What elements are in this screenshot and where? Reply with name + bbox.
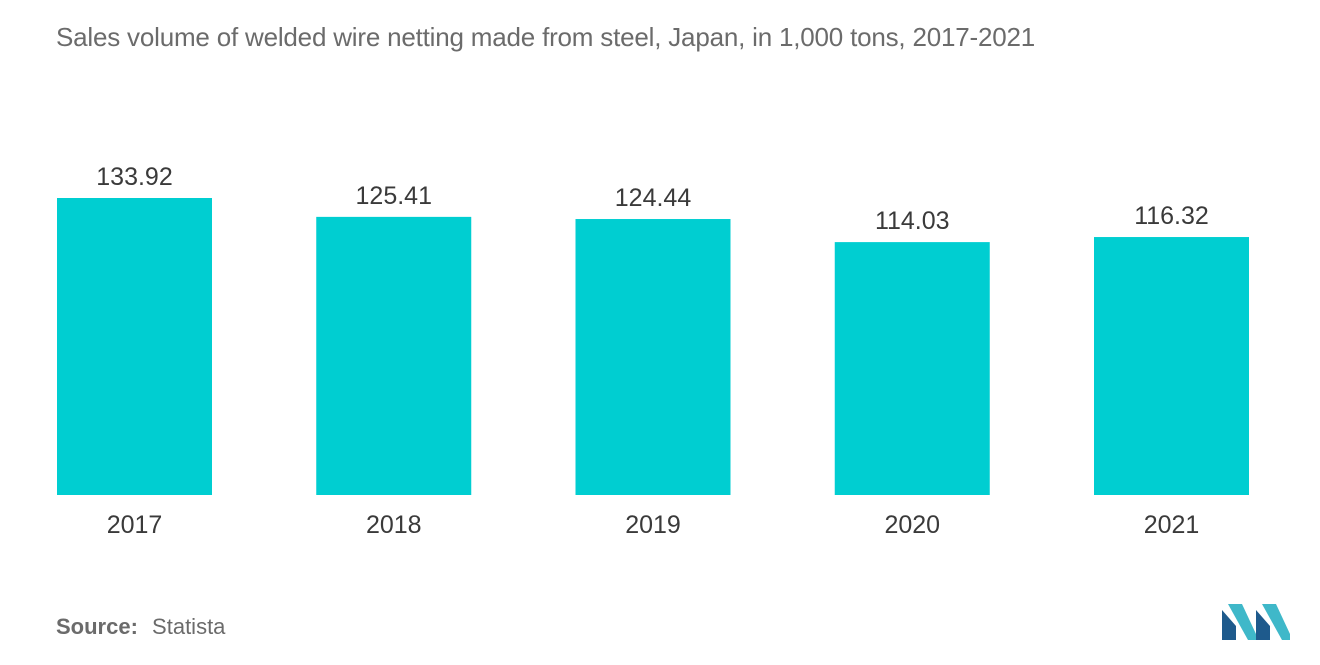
value-label-2019: 124.44 bbox=[615, 184, 692, 212]
chart-title: Sales volume of welded wire netting made… bbox=[56, 22, 1036, 52]
bar-chart: 133.92 2017 125.41 2018 124.44 2019 114.03 2020… bbox=[57, 163, 1249, 539]
value-label-2020: 114.03 bbox=[875, 207, 950, 235]
x-tick-label-2021: 2021 bbox=[1144, 511, 1200, 539]
x-tick-label-2017: 2017 bbox=[107, 511, 163, 539]
bar-2019 bbox=[575, 219, 731, 495]
value-label-2018: 125.41 bbox=[356, 182, 432, 210]
source-line: Source: Statista bbox=[56, 614, 225, 640]
source-value: Statista bbox=[152, 614, 226, 639]
source-label: Source: bbox=[56, 614, 138, 639]
mordor-intelligence-logo-icon bbox=[1222, 604, 1290, 640]
bar-2020 bbox=[834, 242, 990, 495]
bar-2018 bbox=[316, 216, 472, 495]
x-tick-label-2018: 2018 bbox=[366, 511, 422, 539]
value-label-2017: 133.92 bbox=[96, 163, 172, 191]
x-tick-label-2019: 2019 bbox=[625, 511, 681, 539]
bar-2021 bbox=[1094, 237, 1249, 495]
value-label-2021: 116.32 bbox=[1134, 202, 1209, 230]
bar-2017 bbox=[57, 198, 212, 495]
x-tick-label-2020: 2020 bbox=[884, 511, 940, 539]
